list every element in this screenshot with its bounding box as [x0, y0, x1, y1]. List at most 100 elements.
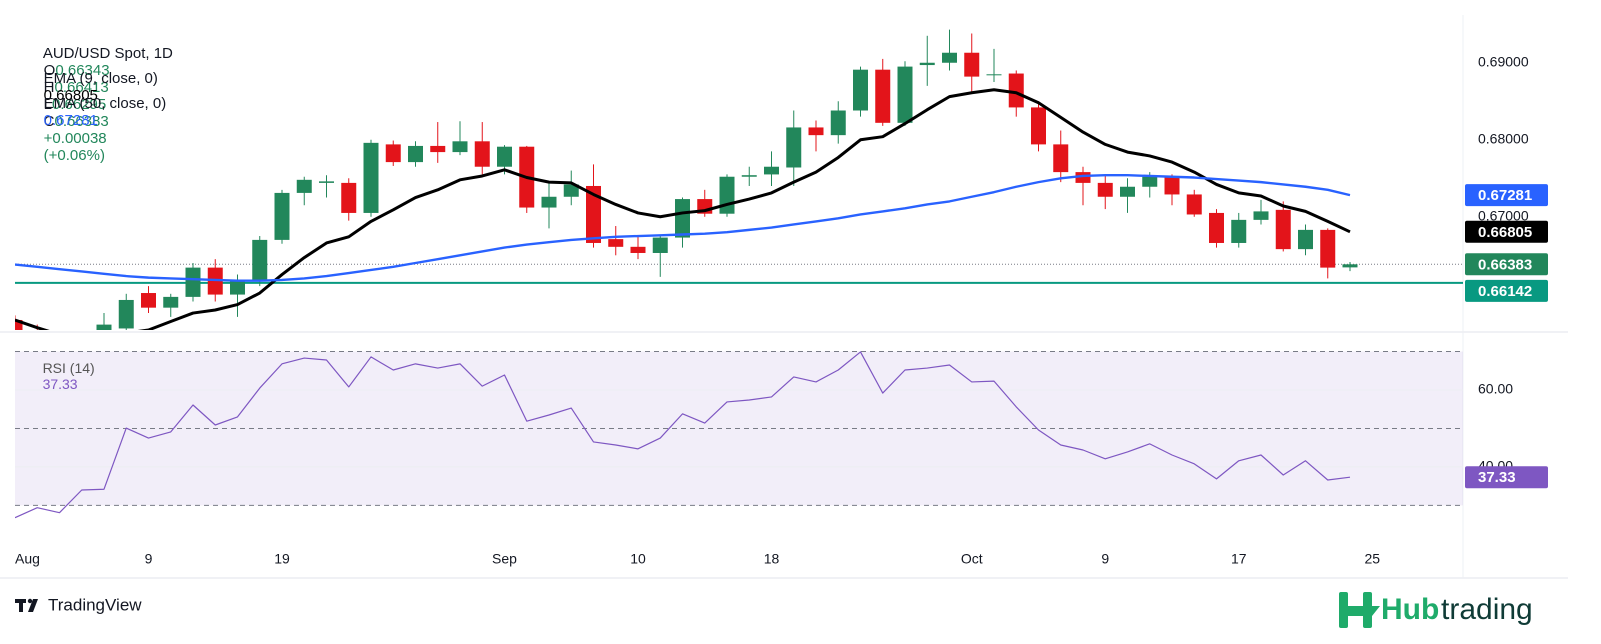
y-tick-label: 0.69000: [1478, 53, 1529, 69]
ema-line: [15, 88, 1351, 330]
candle-body: [1008, 73, 1024, 108]
x-tick-label: Aug: [15, 551, 40, 567]
candle-body: [541, 196, 557, 208]
candle-body: [497, 146, 512, 167]
candle-body: [897, 66, 913, 123]
candle-body: [830, 110, 846, 136]
price-badge: [1465, 184, 1548, 207]
x-tick-label: Sep: [492, 551, 517, 567]
quote-header: AUD/USD Spot, 1D O0.66343 H0.66413 L0.66…: [27, 28, 179, 181]
x-tick-label: 10: [630, 551, 646, 567]
q-value: 0.66413: [54, 79, 109, 96]
candle-body: [1298, 229, 1313, 250]
candle-body: [385, 144, 401, 163]
platform-watermark: TradingView: [48, 595, 142, 614]
price-badge-label: 0.67281: [1478, 187, 1532, 204]
q-label: L: [43, 96, 53, 113]
quote-close: C0.66383: [44, 113, 109, 130]
candle-body: [1320, 229, 1336, 268]
candle-body: [808, 127, 824, 136]
candle-body: [630, 246, 646, 253]
candle-body: [408, 145, 423, 163]
price-badge-label: 0.66383: [1478, 256, 1532, 273]
price-pane: [15, 29, 1463, 330]
candle-body: [252, 239, 268, 282]
candle-body: [986, 74, 1002, 76]
candle-body: [296, 179, 312, 193]
candle-body: [474, 141, 490, 167]
q-value: 0.66343: [55, 62, 110, 79]
candle-body: [1120, 186, 1135, 197]
candle-body: [1097, 182, 1113, 197]
legend-value: 0.66805: [43, 87, 98, 104]
legend-value: 37.33: [42, 376, 78, 392]
price-badge: [1465, 220, 1548, 243]
ema50-legend: EMA (50, close, 0) 0.67281: [27, 78, 172, 146]
change-pct: (+0.06%): [43, 147, 105, 164]
tv-logo: [15, 598, 38, 612]
ema9-legend: EMA (9, close, 0) 0.66805: [27, 53, 164, 121]
candle-body: [764, 166, 779, 175]
candle-body: [608, 239, 624, 247]
candle-body: [141, 293, 156, 308]
price-badge: [1465, 253, 1548, 276]
change: +0.00038: [43, 130, 107, 147]
candle-body: [185, 267, 201, 297]
candle-body: [719, 176, 735, 214]
candle-body: [786, 127, 802, 168]
x-tick-label: 9: [145, 551, 153, 567]
candle-body: [1031, 107, 1046, 145]
candle-body: [163, 296, 179, 308]
x-tick-label: 17: [1231, 551, 1247, 567]
candle-body: [1053, 144, 1069, 173]
candle-body: [942, 52, 957, 63]
legend-name: RSI (14): [42, 360, 95, 376]
candle-body: [274, 192, 290, 240]
candle-body: [675, 199, 690, 238]
candle-body: [563, 184, 579, 197]
q-label: O: [43, 62, 56, 79]
price-badge-label: 0.66142: [1478, 283, 1532, 300]
candle-body: [1342, 264, 1358, 268]
q-value: 0.66295: [52, 96, 107, 113]
candle-body: [1209, 212, 1224, 243]
legend-name: EMA (50, close, 0): [43, 95, 167, 112]
price-badge: [1465, 279, 1548, 302]
candle-body: [1186, 194, 1202, 215]
x-tick-label: Oct: [961, 551, 983, 567]
rsi-pane: [15, 351, 1463, 519]
legend-value: 0.67281: [43, 112, 98, 129]
candle-body: [1142, 176, 1158, 187]
candle-body: [1253, 211, 1269, 220]
quote-open: O0.66343: [44, 62, 110, 79]
brand-logo: [1339, 592, 1380, 628]
candle-body: [652, 237, 668, 253]
candle-body: [853, 69, 868, 111]
candle-body: [363, 142, 379, 213]
candle-body: [341, 182, 357, 213]
candle-body: [964, 52, 980, 77]
x-tick-label: 18: [764, 551, 780, 567]
candle-body: [452, 141, 468, 153]
candle-body: [919, 62, 935, 66]
candle-body: [430, 145, 446, 153]
q-value: 0.66383: [54, 113, 109, 130]
y-tick-label: 60.00: [1478, 381, 1513, 397]
q-label: H: [43, 79, 55, 96]
rsi-line: [15, 351, 1351, 519]
candle-body: [1164, 176, 1180, 195]
candle-body: [96, 324, 112, 330]
legend-name: EMA (9, close, 0): [43, 70, 158, 87]
symbol: AUD/USD Spot, 1D: [42, 45, 173, 62]
candle-body: [875, 69, 891, 123]
rsi-legend: RSI (14) 37.33: [27, 344, 101, 408]
price-badge: [1465, 466, 1548, 489]
candle-body: [1231, 219, 1247, 243]
price-badge-label: 37.33: [1478, 469, 1516, 486]
quote-high: H0.66413: [44, 79, 109, 96]
x-tick-label: 9: [1101, 551, 1109, 567]
quote-low: L0.66295: [44, 96, 107, 113]
candle-body: [230, 281, 245, 295]
